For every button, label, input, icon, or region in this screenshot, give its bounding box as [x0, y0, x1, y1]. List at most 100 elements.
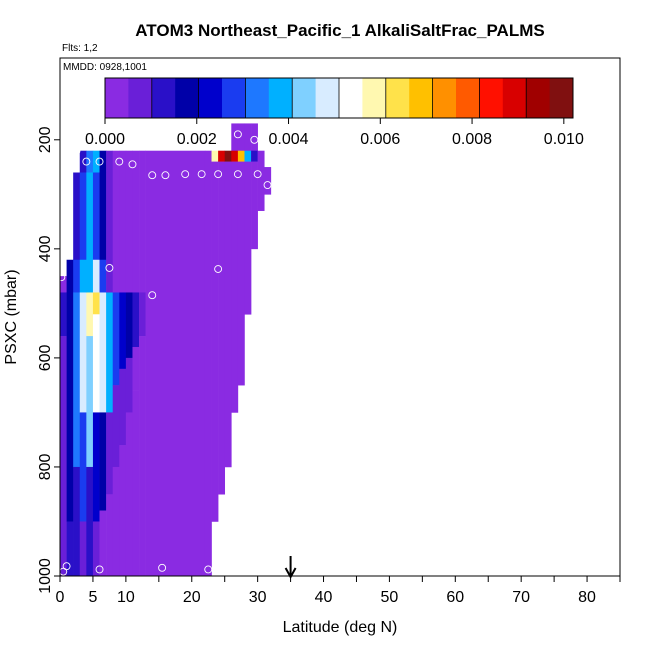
heatmap-cell-3-4 [79, 412, 87, 522]
heatmap-cell-10-0 [125, 150, 133, 293]
colorbar-swatch-6 [245, 78, 270, 118]
date-label: MMDD: 0928,1001 [63, 62, 147, 73]
y-tick-label-3: 800 [37, 454, 54, 481]
heatmap-cell-0-1 [60, 292, 67, 337]
x-tick-label-9: 80 [578, 589, 596, 606]
heatmap-cell-1-0 [66, 259, 74, 293]
x-tick-label-6: 50 [381, 589, 399, 606]
colorbar-swatch-16 [479, 78, 504, 118]
heatmap-cell-11-3 [132, 390, 140, 577]
sample-point-3 [115, 157, 124, 166]
heatmap-cell-1-1 [66, 292, 74, 522]
colorbar-swatch-19 [549, 78, 574, 118]
chart-title: ATOM3 Northeast_Pacific_1 AlkaliSaltFrac… [135, 21, 544, 40]
heatmap-cell-5-2 [92, 259, 100, 293]
heatmap-cell-7-3 [106, 494, 114, 577]
heatmap-cell-15-1 [211, 161, 219, 522]
sample-point-22 [158, 563, 167, 572]
y-tick-label-4: 1000 [37, 558, 54, 594]
heatmap-cell-11-1 [132, 292, 140, 348]
heatmap-cell-6-1 [99, 172, 107, 261]
sample-point-9 [214, 170, 223, 179]
heatmap-cell-8-0 [112, 150, 120, 293]
heatmap-cell-9-2 [119, 368, 127, 446]
colorbar-swatch-13 [409, 78, 433, 118]
x-tick-label-3: 20 [183, 589, 201, 606]
colorbar-swatch-11 [362, 78, 387, 118]
heatmap-cell-19-0 [237, 123, 245, 151]
sample-point-5 [148, 171, 157, 180]
colorbar-swatch-10 [339, 78, 363, 118]
sample-point-18 [148, 291, 157, 300]
y-tick-label-0: 200 [37, 126, 54, 153]
heatmap-cell-10-1 [125, 292, 133, 359]
heatmap-cell-20-2 [244, 161, 252, 315]
sample-point-0 [72, 146, 81, 155]
x-tick-label-2: 10 [117, 589, 135, 606]
colorbar-tick-label-2: 0.004 [269, 131, 309, 148]
heatmap-cell-6-3 [99, 292, 107, 413]
colorbar-swatch-1 [128, 78, 153, 118]
x-axis: 0 5 10 20 30 40 50 60 70 80 [56, 576, 621, 606]
colorbar-swatch-7 [268, 78, 293, 118]
heatmap-cell-4-5 [86, 466, 94, 577]
heatmap-cell-3-1 [79, 172, 87, 261]
heatmap-cell-5-6 [92, 521, 100, 577]
sample-point-17 [57, 273, 66, 282]
colorbar-swatch-14 [432, 78, 457, 118]
heatmap-cell-2-0 [73, 172, 81, 261]
heatmap-cell-4-3 [86, 292, 94, 337]
heatmap-cell-0-2 [60, 336, 67, 577]
sample-point-10 [233, 130, 242, 139]
heatmap-cell-14-0 [204, 150, 212, 577]
sample-point-11 [250, 135, 259, 144]
heatmap-cell-12-1 [139, 292, 146, 337]
heatmap-cell-22-0 [257, 150, 265, 211]
x-tick-label-4: 30 [249, 589, 267, 606]
colorbar: 0.000 0.002 0.004 0.006 0.008 0.010 [85, 77, 584, 148]
colorbar-tick-label-3: 0.006 [360, 131, 400, 148]
heatmap-cell-21-2 [251, 161, 258, 250]
x-tick-label-1: 5 [88, 589, 97, 606]
heatmap-cell-5-5 [92, 412, 100, 522]
heatmap-cell-10-3 [125, 412, 133, 577]
heatmap-cell-8-2 [112, 385, 120, 468]
heatmap-cell-18-2 [231, 161, 239, 413]
x-tick-label-7: 60 [446, 589, 464, 606]
sample-point-13 [253, 170, 262, 179]
heatmap-cell-5-4 [92, 314, 100, 413]
colorbar-swatch-8 [292, 78, 316, 118]
heatmap-cell-9-3 [119, 445, 127, 577]
sample-point-23 [204, 565, 213, 574]
heatmap-cell-17-0 [224, 150, 232, 162]
heatmap-cell-6-4 [99, 412, 107, 511]
colorbar-tick-label-1: 0.002 [177, 131, 217, 148]
sample-point-8 [197, 170, 206, 179]
sample-point-15 [105, 263, 114, 272]
colorbar-tick-label-5: 0.010 [544, 131, 584, 148]
heatmap-cell-21-1 [251, 150, 258, 162]
heatmap-cell-11-0 [132, 150, 140, 293]
colorbar-swatch-5 [222, 78, 246, 118]
heatmap-cell-8-1 [112, 292, 120, 386]
sample-point-7 [181, 170, 190, 179]
y-axis-title: PSXC (mbar) [3, 269, 20, 364]
heatmap-cell-6-2 [99, 259, 107, 293]
heatmap-cell-10-2 [125, 357, 133, 413]
colorbar-swatch-12 [385, 78, 410, 118]
heatmap-cells [60, 123, 272, 577]
heatmap-cell-4-1 [86, 172, 94, 261]
heatmap-cell-19-2 [237, 161, 245, 386]
colorbar-swatch-0 [105, 78, 129, 118]
sample-point-14 [263, 181, 272, 189]
heatmap-cell-20-1 [244, 150, 252, 162]
heatmap-cell-4-4 [86, 336, 94, 468]
heatmap-cell-16-1 [218, 161, 226, 495]
colorbar-swatch-18 [526, 78, 550, 118]
heatmap-cell-19-1 [237, 150, 245, 162]
heatmap-cell-0-0 [60, 276, 67, 293]
sample-points [57, 130, 272, 576]
heatmap-cell-3-5 [79, 521, 87, 577]
plot-frame [59, 57, 621, 577]
